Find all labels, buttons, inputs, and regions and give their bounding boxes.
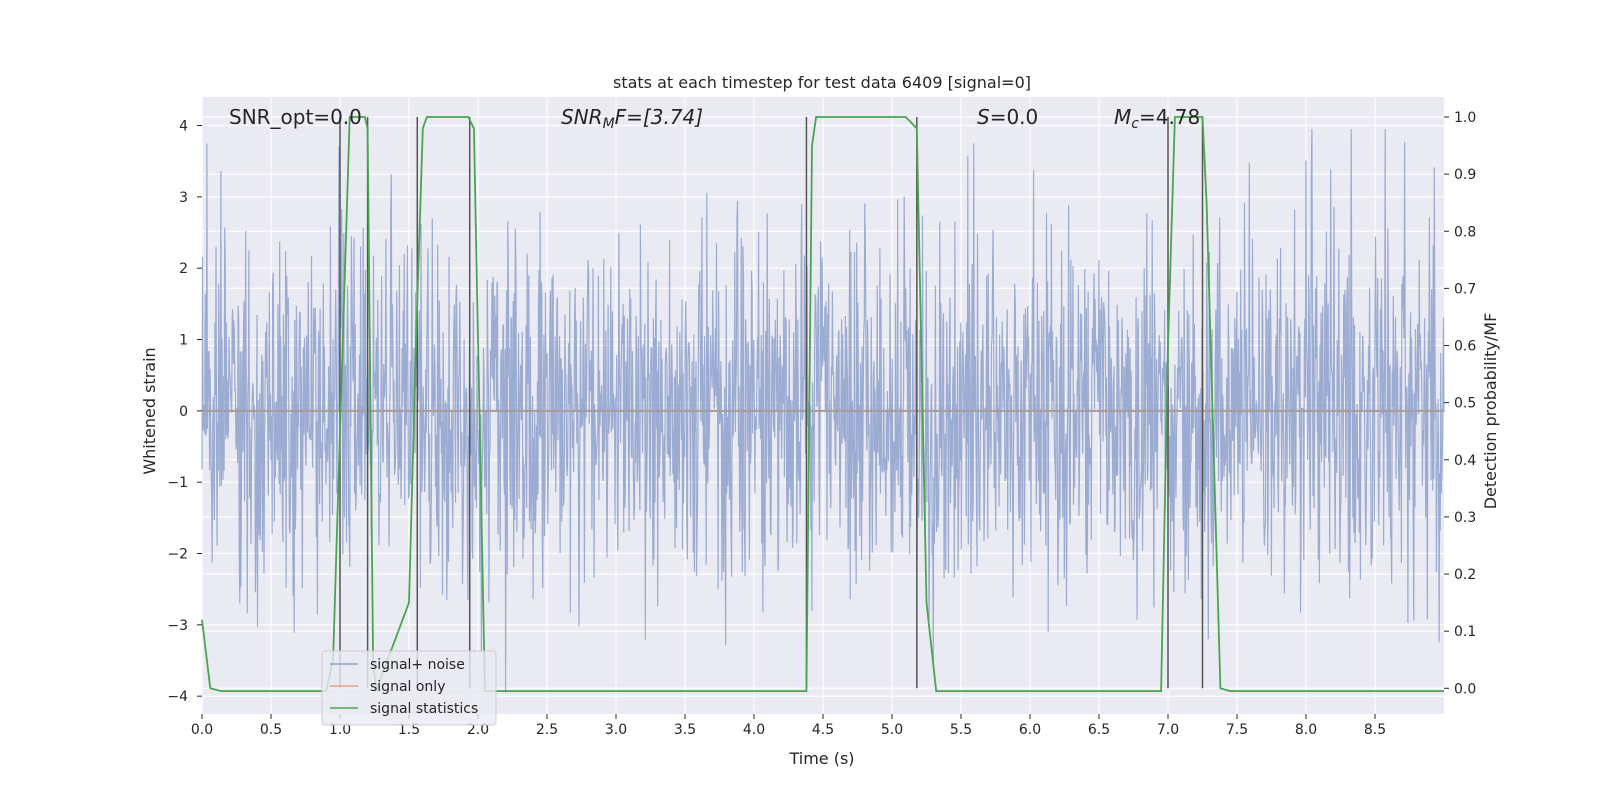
x-axis-label: Time (s) (788, 749, 854, 768)
legend: signal+ noise signal only signal statist… (321, 650, 497, 726)
annotation-snr-mf: SNRMF=[3.74] (561, 105, 703, 132)
signal-noise-series (201, 129, 1445, 693)
x-tick-label: 1.0 (329, 722, 351, 738)
y2-tick-label: 0.8 (1454, 224, 1476, 240)
x-tick-label: 6.5 (1088, 722, 1110, 738)
y-axis-label: Whitened strain (140, 347, 159, 474)
y-tick-label: −2 (167, 547, 188, 563)
x-tick-label: 3.0 (605, 722, 627, 738)
y2-tick-label: 0.2 (1454, 567, 1476, 583)
x-tick-label: 0.0 (191, 722, 213, 738)
chart-title: stats at each timestep for test data 640… (613, 73, 1031, 92)
annotation-mc: Mc=4.78 (1114, 105, 1200, 132)
y2-tick-label: 0.9 (1454, 167, 1476, 183)
x-tick-label: 7.5 (1226, 722, 1248, 738)
y2-axis-ticks: 1.0 0.9 0.8 0.7 0.6 0.5 0.4 0.3 0.2 0.1 0.0 (1444, 110, 1476, 697)
x-tick-label: 2.5 (536, 722, 558, 738)
y2-tick-label: 1.0 (1454, 110, 1476, 126)
x-tick-label: 4.5 (812, 722, 834, 738)
x-tick-label: 1.5 (398, 722, 420, 738)
y2-tick-label: 0.7 (1454, 281, 1476, 297)
annotation-snr-opt: SNR_opt=0.0 (229, 105, 362, 129)
y-tick-label: −1 (167, 475, 188, 491)
y-tick-label: 0 (179, 404, 188, 420)
legend-box (321, 650, 497, 726)
x-tick-label: 3.5 (674, 722, 696, 738)
y2-tick-label: 0.0 (1454, 681, 1476, 697)
legend-label-signal-noise: signal+ noise (370, 657, 465, 673)
y-tick-label: 3 (179, 190, 188, 206)
signal-noise-line (201, 129, 1445, 693)
x-tick-label: 6.0 (1019, 722, 1041, 738)
x-axis-ticks: 0.0 0.5 1.0 1.5 2.0 2.5 3.0 3.5 4.0 4.5 5.0 5.5 6.0 6… (191, 714, 1386, 738)
y-tick-label: −3 (167, 618, 188, 634)
signal-statistics-series (201, 116, 1444, 692)
x-tick-label: 8.5 (1364, 722, 1386, 738)
x-tick-label: 8.0 (1295, 722, 1317, 738)
x-tick-label: 7.0 (1157, 722, 1179, 738)
y-axis-ticks: 4 3 2 1 0 −1 −2 −3 −4 (167, 119, 202, 705)
annotation-s: S=0.0 (977, 105, 1038, 129)
y2-tick-label: 0.6 (1454, 339, 1476, 355)
y-tick-label: 1 (179, 333, 188, 349)
y2-tick-label: 0.5 (1454, 396, 1476, 412)
x-tick-label: 5.5 (950, 722, 972, 738)
y2-tick-label: 0.1 (1454, 624, 1476, 640)
y-tick-label: 4 (179, 119, 188, 135)
x-tick-label: 5.0 (881, 722, 903, 738)
x-tick-label: 4.0 (743, 722, 765, 738)
y-tick-label: −4 (167, 689, 188, 705)
y2-tick-label: 0.4 (1454, 453, 1476, 469)
x-tick-label: 0.5 (260, 722, 282, 738)
legend-label-signal-statistics: signal statistics (370, 701, 478, 717)
y-tick-label: 2 (179, 261, 188, 277)
y2-axis-label: Detection probability/MF (1481, 313, 1500, 510)
y2-tick-label: 0.3 (1454, 510, 1476, 526)
legend-label-signal-only: signal only (370, 679, 445, 695)
x-tick-label: 2.0 (467, 722, 489, 738)
signal-statistics-line (201, 116, 1444, 692)
